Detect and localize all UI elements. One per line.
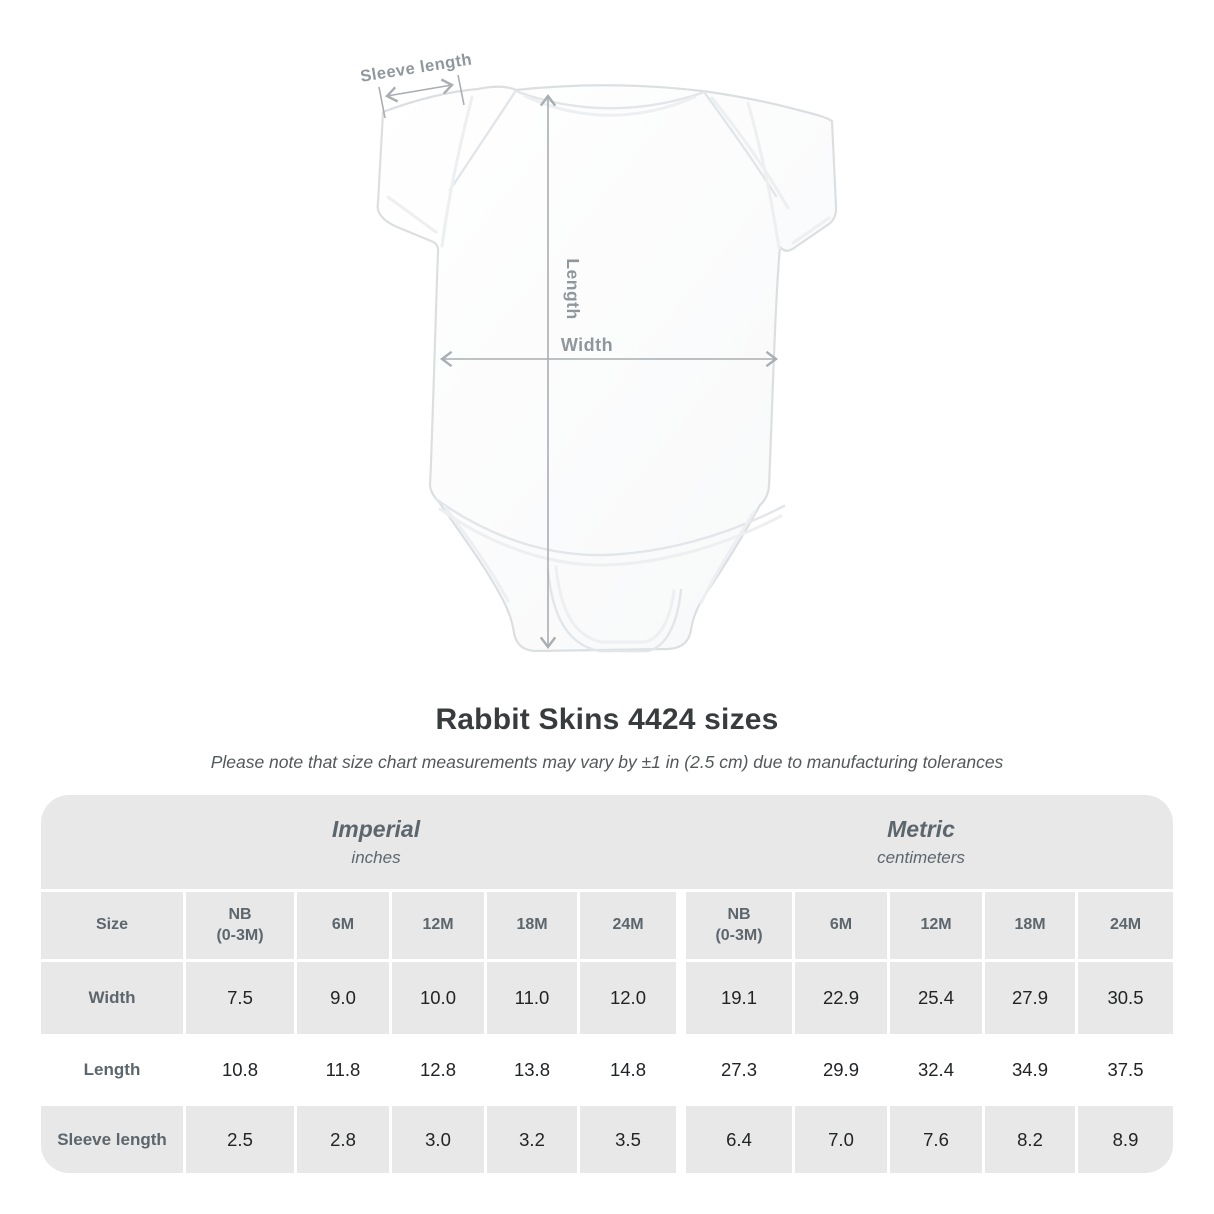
right-lap-fold xyxy=(710,96,790,210)
front-hem-upper-line xyxy=(434,497,786,557)
size-table: Imperial inches Metric centimeters Size … xyxy=(41,795,1173,1173)
right-cuff-hem xyxy=(791,216,831,245)
imperial-label: Imperial xyxy=(331,816,421,842)
left-leg-binding xyxy=(443,505,510,603)
right-sleeve-seam xyxy=(746,101,781,250)
tolerance-note: Please note that size chart measurements… xyxy=(210,752,1004,772)
bodysuit-illustration xyxy=(376,84,838,653)
sleeve-imperial-24m: 3.5 xyxy=(580,1106,676,1173)
table-header-row: Size NB (0-3M) 6M 12M 18M 24M NB (0-3M) … xyxy=(41,892,1173,959)
left-sleeve-seam xyxy=(440,95,474,248)
sleeve-metric-6m: 7.0 xyxy=(795,1106,887,1173)
length-metric-24m: 37.5 xyxy=(1078,1037,1173,1103)
crotch-flap-inner xyxy=(554,565,676,644)
sleeve-tick-right xyxy=(457,74,465,106)
collar-outer-line xyxy=(516,90,704,110)
col-header-metric-6m: 6M xyxy=(795,892,887,959)
col-header-imperial-nb: NB (0-3M) xyxy=(186,892,294,959)
metric-sublabel: centimeters xyxy=(877,848,965,867)
sleeve-metric-12m: 7.6 xyxy=(890,1106,982,1173)
unit-section-metric: Metric centimeters xyxy=(681,795,1173,889)
right-leg-binding xyxy=(699,510,756,605)
dimension-arrows xyxy=(378,74,778,649)
col-header-imperial-24m: 24M xyxy=(580,892,676,959)
sleeve-length-label: Sleeve length xyxy=(359,50,473,85)
sleeve-imperial-6m: 2.8 xyxy=(297,1106,389,1173)
table-row-sleeve-length: Sleeve length 2.5 2.8 3.0 3.2 3.5 6.4 7.… xyxy=(41,1106,1173,1173)
col-header-metric-24m: 24M xyxy=(1078,892,1173,959)
width-imperial-24m: 12.0 xyxy=(580,962,676,1034)
length-metric-6m: 29.9 xyxy=(795,1037,887,1103)
bodysuit-diagram: Sleeve length Length Width xyxy=(359,50,838,653)
col-header-imperial-12m: 12M xyxy=(392,892,484,959)
section-divider xyxy=(679,1037,683,1103)
sleeve-tick-left xyxy=(378,86,386,119)
sleeve-arrow xyxy=(385,78,454,103)
length-imperial-nb: 10.8 xyxy=(186,1037,294,1103)
width-imperial-18m: 11.0 xyxy=(487,962,577,1034)
section-divider xyxy=(679,962,683,1034)
row-label-width: Width xyxy=(41,962,183,1034)
width-metric-18m: 27.9 xyxy=(985,962,1075,1034)
imperial-sublabel: inches xyxy=(351,848,401,867)
page-title: Rabbit Skins 4424 sizes xyxy=(435,703,779,736)
corner-header-size: Size xyxy=(41,892,183,959)
width-label: Width xyxy=(561,335,613,355)
col-header-imperial-18m: 18M xyxy=(487,892,577,959)
table-row-width: Width 7.5 9.0 10.0 11.0 12.0 19.1 22.9 2… xyxy=(41,962,1173,1034)
length-imperial-18m: 13.8 xyxy=(487,1037,577,1103)
sleeve-imperial-12m: 3.0 xyxy=(392,1106,484,1173)
length-metric-12m: 32.4 xyxy=(890,1037,982,1103)
left-lap-seam xyxy=(448,90,517,192)
front-hem-lower-line xyxy=(438,507,783,567)
length-metric-nb: 27.3 xyxy=(686,1037,792,1103)
col-header-metric-nb: NB (0-3M) xyxy=(686,892,792,959)
sleeve-metric-18m: 8.2 xyxy=(985,1106,1075,1173)
table-row-length: Length 10.8 11.8 12.8 13.8 14.8 27.3 29.… xyxy=(41,1037,1173,1103)
length-metric-18m: 34.9 xyxy=(985,1037,1075,1103)
sleeve-metric-24m: 8.9 xyxy=(1078,1106,1173,1173)
length-imperial-12m: 12.8 xyxy=(392,1037,484,1103)
row-label-sleeve-length: Sleeve length xyxy=(41,1106,183,1173)
length-label: Length xyxy=(563,258,583,319)
sleeve-imperial-nb: 2.5 xyxy=(186,1106,294,1173)
width-imperial-nb: 7.5 xyxy=(186,962,294,1034)
length-imperial-6m: 11.8 xyxy=(297,1037,389,1103)
width-imperial-6m: 9.0 xyxy=(297,962,389,1034)
sleeve-imperial-18m: 3.2 xyxy=(487,1106,577,1173)
col-header-metric-12m: 12M xyxy=(890,892,982,959)
unit-section-imperial: Imperial inches xyxy=(41,795,681,889)
metric-label: Metric xyxy=(887,816,955,842)
width-metric-6m: 22.9 xyxy=(795,962,887,1034)
sleeve-metric-nb: 6.4 xyxy=(686,1106,792,1173)
row-label-length: Length xyxy=(41,1037,183,1103)
bodysuit-body xyxy=(376,84,838,653)
width-metric-12m: 25.4 xyxy=(890,962,982,1034)
width-imperial-12m: 10.0 xyxy=(392,962,484,1034)
left-cuff-hem xyxy=(386,195,438,234)
unit-header-band: Imperial inches Metric centimeters xyxy=(41,795,1173,889)
section-divider xyxy=(679,1106,683,1173)
col-header-imperial-6m: 6M xyxy=(297,892,389,959)
length-imperial-24m: 14.8 xyxy=(580,1037,676,1103)
width-metric-nb: 19.1 xyxy=(686,962,792,1034)
width-metric-24m: 30.5 xyxy=(1078,962,1173,1034)
section-divider xyxy=(679,892,683,959)
col-header-metric-18m: 18M xyxy=(985,892,1075,959)
